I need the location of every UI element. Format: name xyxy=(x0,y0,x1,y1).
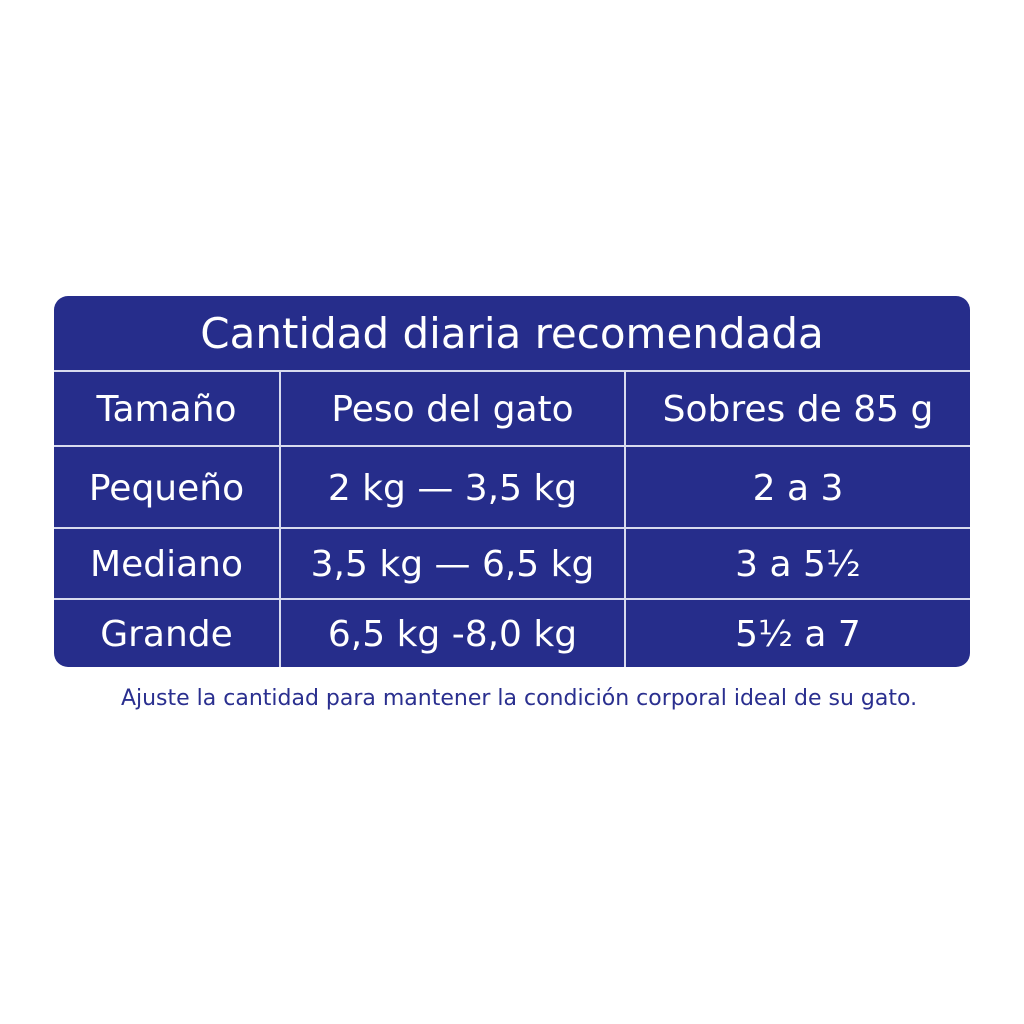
table-row: Mediano 3,5 kg — 6,5 kg 3 a 5½ xyxy=(54,527,970,600)
table-row: Grande 6,5 kg -8,0 kg 5½ a 7 xyxy=(54,598,970,667)
cell-sachets: 3 a 5½ xyxy=(735,544,861,585)
cell-size: Grande xyxy=(54,600,281,667)
cell-sachets: 2 a 3 xyxy=(752,467,844,509)
cell-weight: 2 kg — 3,5 kg xyxy=(281,447,626,529)
cell-weight: 3,5 kg — 6,5 kg xyxy=(281,529,626,600)
header-row: Tamaño Peso del gato Sobres de 85 g xyxy=(54,370,970,447)
cell-weight: 6,5 kg -8,0 kg xyxy=(281,600,626,667)
cell-size: Mediano xyxy=(54,529,281,600)
cell-size: Pequeño xyxy=(54,447,281,529)
table-title: Cantidad diaria recomendada xyxy=(200,308,824,358)
footnote: Ajuste la cantidad para mantener la cond… xyxy=(120,686,918,711)
cell-sachets: 5½ a 7 xyxy=(735,614,861,655)
header-size: Tamaño xyxy=(54,372,281,447)
feeding-table: Cantidad diaria recomendada Tamaño Peso … xyxy=(54,296,970,667)
table-row: Pequeño 2 kg — 3,5 kg 2 a 3 xyxy=(54,445,970,529)
header-weight: Peso del gato xyxy=(281,372,626,447)
header-sachets: Sobres de 85 g xyxy=(662,389,934,430)
